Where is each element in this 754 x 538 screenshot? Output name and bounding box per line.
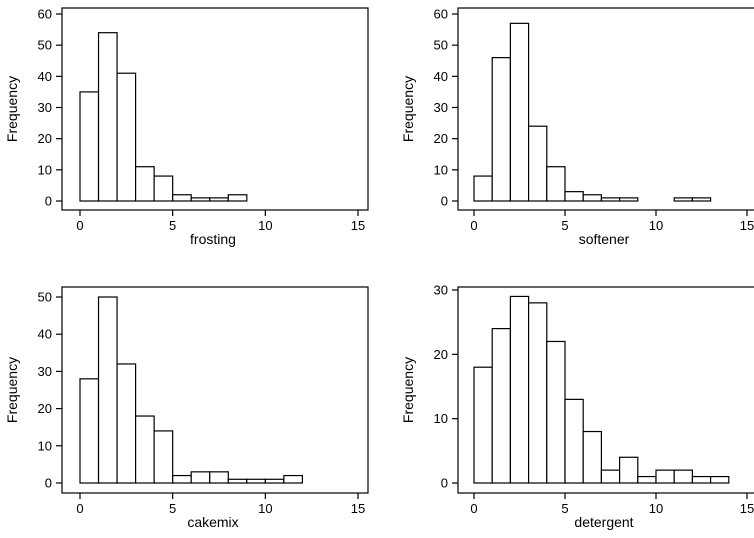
bar-cakemix-5 [173, 476, 192, 483]
bar-cakemix-6 [191, 472, 210, 483]
bar-frosting-8 [228, 195, 247, 201]
y-axis-title: Frequency [4, 357, 20, 423]
histogram-panel-cakemix: 0 5 10 15 0 10 20 30 40 50 cakemix Frequency [4, 287, 368, 530]
x-tick-label-0: 0 [76, 218, 83, 233]
y-tick-label-10: 10 [38, 438, 52, 453]
bar-frosting-5 [173, 195, 192, 201]
y-tick-label-0: 0 [441, 476, 448, 491]
x-tick-label-15: 15 [351, 501, 365, 516]
y-tick-label-30: 30 [38, 100, 52, 115]
x-axis-title: softener [579, 231, 630, 247]
bar-frosting-0 [80, 92, 99, 201]
bar-detergent-1 [492, 329, 510, 483]
bar-detergent-13 [711, 477, 729, 483]
bar-cakemix-0 [80, 379, 99, 483]
x-tick-label-5: 5 [169, 218, 176, 233]
bar-detergent-10 [656, 470, 674, 483]
bar-detergent-6 [583, 432, 601, 483]
histogram-panel-detergent: 0 5 10 15 0 10 20 30 detergent Frequency [400, 283, 754, 531]
y-tick-label-20: 20 [38, 401, 52, 416]
y-tick-label-10: 10 [434, 162, 448, 177]
bar-softener-8 [620, 198, 638, 201]
y-tick-label-50: 50 [434, 38, 448, 53]
histogram-panel-softener: 0 5 10 15 0 10 20 30 40 50 60 softener Frequency [400, 7, 754, 248]
bar-frosting-2 [117, 73, 136, 201]
y-tick-label-50: 50 [38, 290, 52, 305]
bar-detergent-3 [529, 303, 547, 483]
bar-cakemix-2 [117, 364, 136, 483]
bar-detergent-9 [638, 477, 656, 483]
bar-cakemix-3 [136, 416, 155, 483]
x-tick-label-15: 15 [351, 218, 365, 233]
bar-frosting-7 [210, 198, 229, 201]
x-tick-label-10: 10 [649, 501, 663, 516]
y-tick-label-30: 30 [434, 283, 448, 298]
y-tick-label-40: 40 [38, 69, 52, 84]
bar-softener-5 [565, 192, 583, 201]
bar-softener-12 [692, 198, 710, 201]
x-tick-label-0: 0 [470, 501, 477, 516]
bar-detergent-2 [510, 296, 528, 483]
y-tick-label-30: 30 [434, 100, 448, 115]
bar-softener-7 [601, 198, 619, 201]
y-tick-label-40: 40 [434, 69, 448, 84]
y-axis-title: Frequency [400, 357, 416, 423]
y-tick-label-60: 60 [38, 7, 52, 22]
bar-softener-1 [492, 58, 510, 201]
y-tick-label-10: 10 [434, 411, 448, 426]
y-tick-label-0: 0 [45, 476, 52, 491]
bar-cakemix-7 [210, 472, 229, 483]
bar-detergent-12 [692, 477, 710, 483]
y-tick-label-20: 20 [38, 131, 52, 146]
x-axis-title: frosting [190, 231, 236, 247]
bar-softener-6 [583, 195, 601, 201]
bar-cakemix-4 [154, 431, 173, 483]
y-tick-label-20: 20 [434, 347, 448, 362]
bar-detergent-0 [474, 367, 492, 483]
bar-softener-3 [529, 126, 547, 201]
bar-cakemix-8 [228, 479, 247, 483]
y-tick-label-60: 60 [434, 7, 448, 22]
y-axis-title: Frequency [4, 76, 20, 142]
bar-detergent-7 [601, 470, 619, 483]
bar-frosting-1 [99, 33, 118, 201]
bar-detergent-8 [620, 457, 638, 483]
x-tick-label-5: 5 [561, 501, 568, 516]
y-tick-label-20: 20 [434, 131, 448, 146]
bar-detergent-5 [565, 399, 583, 483]
bar-detergent-11 [674, 470, 692, 483]
x-axis-title: cakemix [187, 514, 238, 530]
x-tick-label-5: 5 [169, 501, 176, 516]
y-tick-label-30: 30 [38, 364, 52, 379]
bar-softener-4 [547, 167, 565, 201]
y-tick-label-40: 40 [38, 327, 52, 342]
x-tick-label-15: 15 [740, 218, 754, 233]
bar-cakemix-11 [284, 476, 303, 483]
bar-frosting-4 [154, 176, 173, 201]
y-tick-label-50: 50 [38, 38, 52, 53]
histogram-panel-frosting: 0 5 10 15 0 10 20 30 40 50 60 frosting Frequency [4, 7, 368, 248]
y-axis-title: Frequency [400, 76, 416, 142]
bar-frosting-6 [191, 198, 210, 201]
bar-softener-11 [674, 198, 692, 201]
bar-softener-0 [474, 176, 492, 201]
bar-cakemix-10 [265, 479, 284, 483]
x-tick-label-0: 0 [470, 218, 477, 233]
x-tick-label-5: 5 [561, 218, 568, 233]
bar-cakemix-9 [247, 479, 266, 483]
y-tick-label-0: 0 [441, 194, 448, 209]
bar-softener-2 [510, 23, 528, 201]
x-tick-label-10: 10 [649, 218, 663, 233]
x-axis-title: detergent [574, 514, 633, 530]
y-tick-label-10: 10 [38, 162, 52, 177]
x-tick-label-15: 15 [740, 501, 754, 516]
x-tick-label-0: 0 [76, 501, 83, 516]
bar-frosting-3 [136, 167, 155, 201]
bar-cakemix-1 [99, 297, 118, 483]
bar-detergent-4 [547, 341, 565, 483]
y-tick-label-0: 0 [45, 194, 52, 209]
x-tick-label-10: 10 [258, 501, 272, 516]
x-tick-label-10: 10 [258, 218, 272, 233]
